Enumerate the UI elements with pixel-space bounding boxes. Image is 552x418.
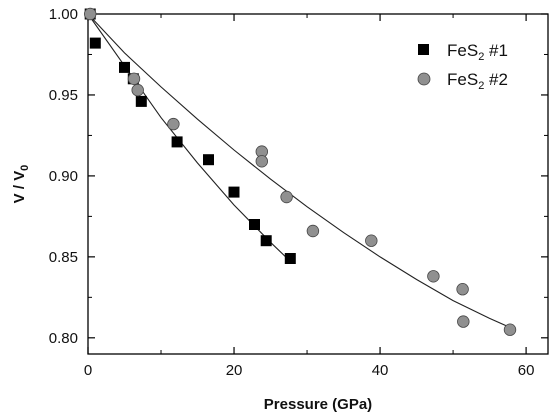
y-tick-label-2: 0.90 xyxy=(49,168,78,185)
x-tick-label-2: 40 xyxy=(372,362,389,379)
legend: FeS2 #1 FeS2 #2 xyxy=(417,41,508,92)
y-tick-label-4: 1.00 xyxy=(49,6,78,23)
data-point-series-2-8 xyxy=(365,234,378,247)
legend-marker-series-2 xyxy=(417,72,431,86)
y-tick-label-0: 0.80 xyxy=(49,330,78,347)
data-point-series-1-5 xyxy=(171,136,183,148)
data-point-series-2-12 xyxy=(503,323,517,336)
data-point-series-2-10 xyxy=(456,283,469,296)
plot-frame xyxy=(87,13,549,355)
legend-label-series-2: FeS2 #2 xyxy=(447,70,508,92)
legend-marker-series-1 xyxy=(418,44,429,55)
data-point-series-2-6 xyxy=(280,190,293,204)
y-tick-label-3: 0.95 xyxy=(49,87,78,104)
y-axis-title: V / V0 xyxy=(11,165,31,204)
data-point-series-1-9 xyxy=(260,235,272,247)
y-tick-label-1: 0.85 xyxy=(49,249,78,266)
x-tick-label-0: 0 xyxy=(84,362,92,379)
svg-text:V / V0: V / V0 xyxy=(11,165,31,204)
data-point-series-1-8 xyxy=(249,219,260,230)
data-point-series-1-4 xyxy=(135,95,147,107)
x-axis-title: Pressure (GPa) xyxy=(264,396,372,413)
data-point-series-2-11 xyxy=(457,315,470,328)
data-point-series-2-7 xyxy=(306,224,320,238)
fit-curve-series-1 xyxy=(87,13,293,264)
y-axis-title-main: V / V xyxy=(11,171,28,204)
data-point-series-1-1 xyxy=(89,37,101,49)
data-point-series-2-2 xyxy=(131,83,144,97)
data-point-series-2-0 xyxy=(83,7,97,21)
data-point-series-2-9 xyxy=(427,270,440,283)
data-point-series-1-7 xyxy=(228,186,240,198)
x-tick-label-1: 20 xyxy=(226,362,243,379)
data-point-series-2-5 xyxy=(255,155,268,168)
legend-label-series-1: FeS2 #1 xyxy=(447,41,508,63)
data-point-series-2-1 xyxy=(127,72,141,86)
data-point-series-1-6 xyxy=(203,154,214,166)
fit-curve-series-2 xyxy=(87,13,512,329)
data-point-series-1-10 xyxy=(284,253,296,264)
x-tick-label-3: 60 xyxy=(518,362,535,379)
y-axis-title-sub: 0 xyxy=(19,165,31,171)
data-point-series-2-3 xyxy=(167,117,180,131)
data-point-series-1-2 xyxy=(119,61,130,73)
